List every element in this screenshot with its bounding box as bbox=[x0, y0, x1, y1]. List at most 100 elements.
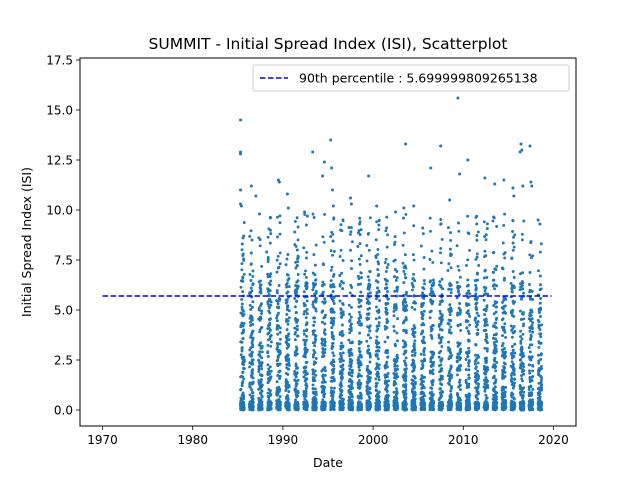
scatter-point bbox=[278, 350, 281, 354]
scatter-point bbox=[295, 280, 299, 284]
scatter-point bbox=[458, 275, 462, 279]
scatter-point bbox=[332, 285, 336, 289]
scatter-point bbox=[511, 392, 515, 396]
scatter-point bbox=[293, 401, 297, 405]
scatter-point bbox=[529, 333, 533, 337]
scatter-point bbox=[321, 389, 324, 393]
scatter-point bbox=[330, 265, 334, 269]
scatter-point bbox=[522, 291, 525, 295]
scatter-point bbox=[392, 383, 396, 387]
scatter-point bbox=[466, 329, 470, 333]
scatter-point bbox=[459, 347, 463, 351]
scatter-point bbox=[251, 274, 255, 278]
scatter-point bbox=[448, 402, 452, 406]
scatter-point bbox=[520, 284, 524, 287]
scatter-point bbox=[365, 312, 369, 316]
scatter-point bbox=[356, 245, 360, 248]
scatter-point bbox=[294, 384, 298, 388]
scatter-point bbox=[410, 350, 414, 354]
scatter-point bbox=[431, 299, 435, 303]
scatter-point bbox=[339, 365, 343, 368]
scatter-point bbox=[356, 274, 360, 278]
scatter-point bbox=[510, 335, 514, 339]
scatter-point bbox=[240, 331, 244, 335]
scatter-point bbox=[511, 241, 515, 245]
scatter-point bbox=[457, 364, 461, 368]
scatter-point bbox=[366, 374, 370, 378]
scatter-point bbox=[485, 347, 489, 351]
scatter-point bbox=[457, 343, 461, 347]
scatter-point bbox=[412, 391, 416, 395]
scatter-point bbox=[439, 218, 443, 221]
scatter-point bbox=[258, 328, 262, 332]
scatter-point bbox=[305, 372, 309, 376]
scatter-point bbox=[528, 283, 531, 286]
scatter-point bbox=[358, 242, 362, 246]
scatter-point bbox=[293, 350, 297, 354]
scatter-point bbox=[474, 286, 478, 290]
scatter-point bbox=[504, 335, 508, 339]
scatter-point bbox=[302, 329, 306, 333]
scatter-point bbox=[449, 325, 453, 329]
scatter-point bbox=[375, 394, 379, 398]
scatter-point bbox=[510, 286, 514, 290]
scatter-point bbox=[440, 277, 444, 281]
scatter-point bbox=[484, 233, 488, 237]
scatter-point bbox=[359, 382, 363, 386]
scatter-point bbox=[483, 387, 487, 391]
scatter-point bbox=[250, 375, 254, 379]
scatter-point bbox=[330, 347, 334, 351]
scatter-point bbox=[313, 351, 317, 354]
scatter-point bbox=[242, 322, 246, 325]
scatter-point bbox=[377, 228, 381, 232]
scatter-point bbox=[330, 330, 334, 334]
scatter-point bbox=[519, 341, 523, 345]
scatter-point bbox=[275, 316, 279, 320]
scatter-point bbox=[521, 351, 525, 355]
scatter-point bbox=[413, 339, 417, 343]
scatter-point bbox=[521, 324, 525, 328]
scatter-point bbox=[277, 362, 281, 366]
scatter-point bbox=[287, 332, 291, 336]
scatter-point bbox=[527, 317, 531, 321]
scatter-point bbox=[439, 246, 443, 250]
scatter-point bbox=[467, 361, 470, 365]
scatter-point bbox=[428, 216, 432, 220]
scatter-point bbox=[385, 215, 389, 219]
scatter-point bbox=[411, 288, 414, 292]
scatter-point bbox=[493, 400, 497, 404]
scatter-point bbox=[475, 390, 479, 393]
scatter-point bbox=[376, 310, 380, 314]
scatter-point bbox=[241, 360, 245, 364]
scatter-point bbox=[305, 360, 309, 364]
scatter-point bbox=[276, 235, 279, 239]
scatter-point bbox=[448, 328, 451, 332]
scatter-point bbox=[466, 355, 470, 359]
scatter-point bbox=[275, 291, 279, 295]
scatter-point bbox=[412, 404, 416, 408]
scatter-point bbox=[305, 256, 308, 260]
scatter-point bbox=[332, 316, 336, 320]
scatter-point bbox=[359, 282, 362, 286]
scatter-point bbox=[368, 372, 372, 376]
scatter-point bbox=[440, 357, 444, 361]
scatter-point bbox=[437, 324, 441, 328]
scatter-point bbox=[350, 404, 353, 408]
scatter-point bbox=[385, 384, 389, 388]
scatter-point bbox=[350, 399, 354, 403]
scatter-point bbox=[348, 232, 352, 236]
scatter-point bbox=[377, 378, 381, 382]
scatter-point bbox=[311, 332, 315, 336]
scatter-point bbox=[249, 229, 253, 233]
scatter-point bbox=[421, 232, 425, 236]
scatter-point bbox=[447, 308, 451, 312]
scatter-point bbox=[377, 321, 381, 325]
scatter-point bbox=[528, 350, 532, 354]
scatter-point bbox=[348, 392, 352, 396]
scatter-point bbox=[528, 363, 532, 367]
scatter-point bbox=[519, 366, 522, 370]
scatter-point bbox=[332, 310, 336, 314]
scatter-point bbox=[412, 258, 416, 262]
scatter-point bbox=[386, 405, 390, 409]
scatter-point bbox=[323, 365, 327, 369]
